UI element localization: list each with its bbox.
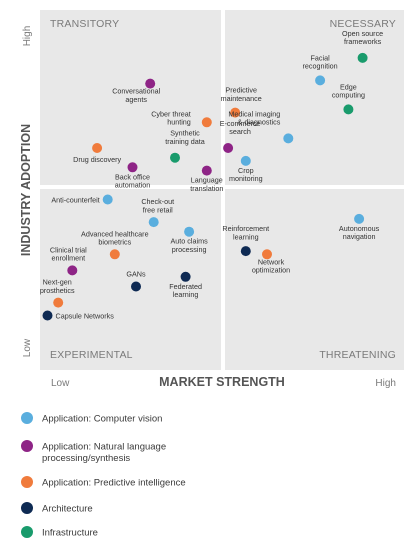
point-facial-recognition <box>315 75 326 86</box>
point-label: Drug discovery <box>73 155 121 164</box>
point-reinforcement-learning <box>240 246 251 257</box>
point-label: Synthetic training data <box>165 129 205 146</box>
point-label: Language translation <box>190 176 223 193</box>
point-label: Medical imaging & diagnostics <box>228 109 280 126</box>
point-conversational-agents <box>145 78 156 89</box>
point-label: Auto claims processing <box>171 237 209 254</box>
point-federated-learning <box>180 271 191 282</box>
legend-label-arch: Architecture <box>42 504 93 515</box>
point-edge-computing <box>343 104 354 115</box>
point-label: Crop monitoring <box>229 166 263 183</box>
point-auto-claims-processing <box>184 226 195 237</box>
point-label: Federated learning <box>169 282 202 299</box>
point-label: GANs <box>126 270 146 279</box>
legend-swatch-cv <box>21 412 33 424</box>
point-label: Edge computing <box>332 82 365 99</box>
quadrant-label-bottom-right: THREATENING <box>319 349 396 361</box>
quadrant-label-top-left: TRANSITORY <box>50 18 119 30</box>
point-label: Reinforcement learning <box>222 224 269 241</box>
point-predictive-maintenance <box>230 107 241 118</box>
point-label: Next-gen prosthetics <box>40 278 75 295</box>
point-label: E-commerce search <box>220 119 261 136</box>
point-back-office-automation <box>127 162 138 173</box>
point-label: Conversational agents <box>112 87 160 104</box>
point-label: Clinical trial enrollment <box>50 245 87 262</box>
point-cyber-threat-hunting <box>201 117 212 128</box>
point-advanced-healthcare-biometrics <box>109 249 120 260</box>
legend-swatch-arch <box>21 502 33 514</box>
point-capsule-networks <box>42 310 53 321</box>
point-label: Facial recognition <box>303 53 338 70</box>
point-next-gen-prosthetics <box>53 297 64 308</box>
point-language-translation <box>201 165 212 176</box>
x-axis-high-label: High <box>375 378 396 389</box>
point-label: Cyber threat hunting <box>151 109 191 126</box>
legend-label-nlp: Application: Natural language processing/… <box>42 442 166 465</box>
point-gans <box>131 281 141 292</box>
point-open-source-frameworks <box>357 52 368 63</box>
legend-swatch-infra <box>21 526 33 538</box>
point-label: Capsule Networks <box>56 312 115 321</box>
point-check-out-free-retail <box>148 217 159 228</box>
point-autonomous-navigation <box>354 213 365 224</box>
legend-label-pi: Application: Predictive intelligence <box>42 478 186 489</box>
legend: Application: Computer vision Application:… <box>21 412 186 539</box>
quadrant-label-bottom-left: EXPERIMENTAL <box>50 349 133 361</box>
legend-swatch-nlp <box>21 440 33 452</box>
point-medical-imaging-diagnostics <box>283 133 294 144</box>
point-synthetic-training-data <box>170 152 180 163</box>
point-crop-monitoring <box>240 155 251 166</box>
y-axis-title: INDUSTRY ADOPTION <box>19 124 33 256</box>
x-axis-title: MARKET STRENGTH <box>159 375 285 389</box>
legend-label-cv: Application: Computer vision <box>42 414 162 425</box>
point-label: Network optimization <box>252 257 290 274</box>
point-clinical-trial-enrollment <box>67 265 78 276</box>
point-label: Predictive maintenance <box>221 86 262 103</box>
y-axis-low-label: Low <box>22 338 33 357</box>
x-axis-low-label: Low <box>51 378 70 389</box>
legend-swatch-pi <box>21 476 33 488</box>
point-label: Autonomous navigation <box>339 224 380 241</box>
point-label: Anti-counterfeit <box>51 196 99 205</box>
legend-label-infra: Infrastructure <box>42 528 98 539</box>
quadrant-label-top-right: NECESSARY <box>330 18 396 30</box>
point-network-optimization <box>262 249 272 260</box>
point-drug-discovery <box>92 143 103 153</box>
point-label: Check-out free retail <box>141 197 174 214</box>
point-label: Advanced healthcare biometrics <box>81 229 149 246</box>
point-e-commerce-search <box>223 143 234 153</box>
point-anti-counterfeit <box>102 194 113 205</box>
y-axis-high-label: High <box>22 26 33 47</box>
point-label: Back office automation <box>115 172 151 189</box>
point-label: Open source frameworks <box>342 29 383 46</box>
